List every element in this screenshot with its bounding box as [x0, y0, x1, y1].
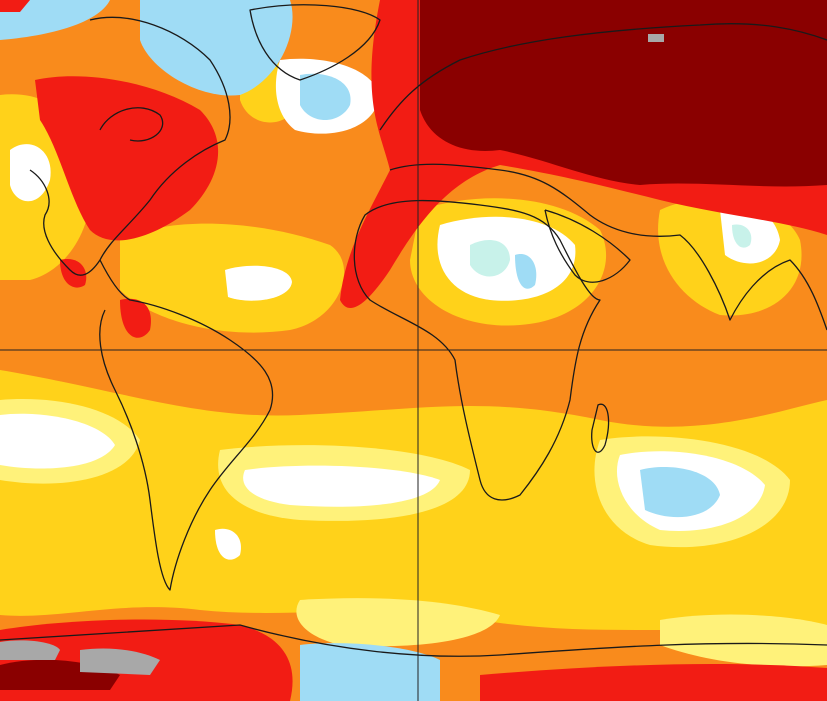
dark-red-field — [420, 0, 827, 187]
cyan-patches — [470, 224, 752, 277]
gray-patch — [80, 648, 160, 675]
coastlines — [0, 4, 827, 657]
gray-patch — [0, 640, 60, 660]
blue-patches — [0, 0, 720, 701]
gray-patch — [648, 34, 664, 42]
